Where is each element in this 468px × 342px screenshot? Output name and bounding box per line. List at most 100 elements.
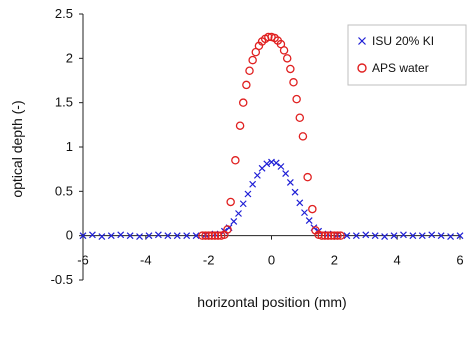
x-marker-stroke (352, 232, 360, 240)
x-tick-label: 0 (268, 253, 275, 268)
isu-data-point (235, 210, 242, 217)
x-tick-label: 2 (331, 253, 338, 268)
isu-data-point (79, 232, 87, 240)
isu-data-point (352, 232, 360, 240)
x-marker-stroke (272, 159, 280, 167)
aps-data-point (326, 231, 336, 240)
x-marker-stroke (183, 232, 191, 240)
x-marker-stroke (296, 199, 304, 207)
isu-data-point (272, 159, 280, 167)
aps-data-point (198, 231, 207, 240)
aps-data-point (330, 231, 339, 240)
x-axis-ticks: -6 -4 -2 0 2 4 6 (77, 235, 464, 268)
isu-data-point (400, 231, 407, 239)
x-marker-stroke (358, 37, 366, 45)
isu-data-point (343, 232, 351, 240)
legend-marker-x (358, 37, 366, 45)
aps-data-point (333, 231, 342, 240)
x-marker-stroke (244, 190, 252, 198)
isu-data-point (126, 232, 134, 240)
legend-marker-o (357, 63, 367, 73)
x-marker-stroke (381, 233, 389, 240)
x-marker-stroke (301, 209, 308, 217)
aps-data-point (238, 98, 248, 107)
isu-data-point (192, 232, 200, 240)
x-marker-stroke (437, 232, 445, 240)
aps-data-point (336, 231, 345, 240)
x-marker-stroke (89, 231, 96, 239)
x-marker-stroke (305, 217, 313, 225)
aps-data-point (245, 66, 254, 75)
x-marker-stroke (282, 170, 290, 178)
x-marker-stroke (447, 233, 454, 240)
isu-data-point (409, 232, 417, 240)
x-tick-label: 6 (456, 253, 463, 268)
x-marker-stroke (263, 160, 271, 168)
x-marker-stroke (239, 200, 247, 208)
isu-data-point (239, 200, 247, 208)
isu-data-point (89, 231, 96, 239)
legend-label: APS water (372, 61, 429, 75)
aps-data-point (226, 197, 235, 207)
x-marker-stroke (79, 232, 87, 240)
x-marker-stroke (418, 232, 426, 240)
aps-data-point (295, 113, 305, 122)
aps-data-point (298, 132, 308, 141)
y-tick-label: 0.5 (55, 183, 73, 198)
x-marker-stroke (107, 232, 115, 240)
x-marker-stroke (390, 232, 398, 240)
isu-data-point (173, 232, 181, 240)
aps-data-point (286, 64, 295, 74)
x-marker-stroke (235, 210, 242, 217)
x-marker-stroke (456, 232, 464, 240)
aps-data-point (201, 231, 210, 240)
x-marker-stroke (362, 231, 370, 239)
isu-data-point (263, 160, 271, 168)
aps-data-point (323, 231, 333, 240)
isu-data-point (418, 232, 426, 240)
y-tick-label: 1.5 (55, 95, 73, 110)
aps-data-point (264, 32, 273, 42)
legend: ISU 20% KI APS water (347, 24, 467, 86)
x-marker-stroke (173, 232, 181, 240)
aps-data-point (242, 80, 251, 90)
x-marker-stroke (117, 231, 125, 239)
x-marker-stroke (253, 171, 261, 179)
isu-data-point (249, 180, 257, 188)
aps-data-point (231, 156, 240, 165)
isu-data-point (145, 232, 153, 240)
isu-data-point (253, 171, 261, 179)
isu-data-point (282, 170, 290, 178)
aps-data-point (292, 94, 301, 104)
isu-data-point (244, 190, 252, 198)
y-tick-label: 1 (66, 139, 73, 154)
isu-data-point (371, 232, 379, 240)
aps-data-point (248, 55, 257, 65)
isu-data-point (456, 232, 464, 240)
legend-label: ISU 20% KI (372, 34, 434, 48)
aps-data-point (317, 231, 327, 240)
isu-data-point (447, 233, 454, 240)
aps-data-point (235, 121, 245, 130)
y-tick-label: -0.5 (51, 272, 73, 287)
y-tick-label: 0 (66, 228, 73, 243)
x-marker-stroke (225, 224, 233, 232)
x-tick-label: -4 (140, 253, 152, 268)
x-marker-stroke (291, 188, 299, 196)
x-marker-stroke (286, 179, 294, 186)
aps-data-point (320, 231, 330, 240)
x-tick-label: -2 (203, 253, 215, 268)
isu-data-point (362, 231, 370, 239)
x-marker-stroke (400, 231, 407, 239)
aps-data-point (303, 172, 312, 182)
x-axis-title: horizontal position (mm) (197, 294, 346, 310)
y-axis-title: optical depth (-) (9, 100, 25, 197)
x-tick-label: 4 (394, 253, 401, 268)
isu-data-point (154, 231, 162, 239)
x-marker-stroke (277, 163, 285, 170)
isu-data-point (437, 232, 445, 240)
aps-data-point (282, 54, 292, 63)
x-marker-stroke (428, 231, 436, 239)
aps-data-point (207, 231, 217, 240)
